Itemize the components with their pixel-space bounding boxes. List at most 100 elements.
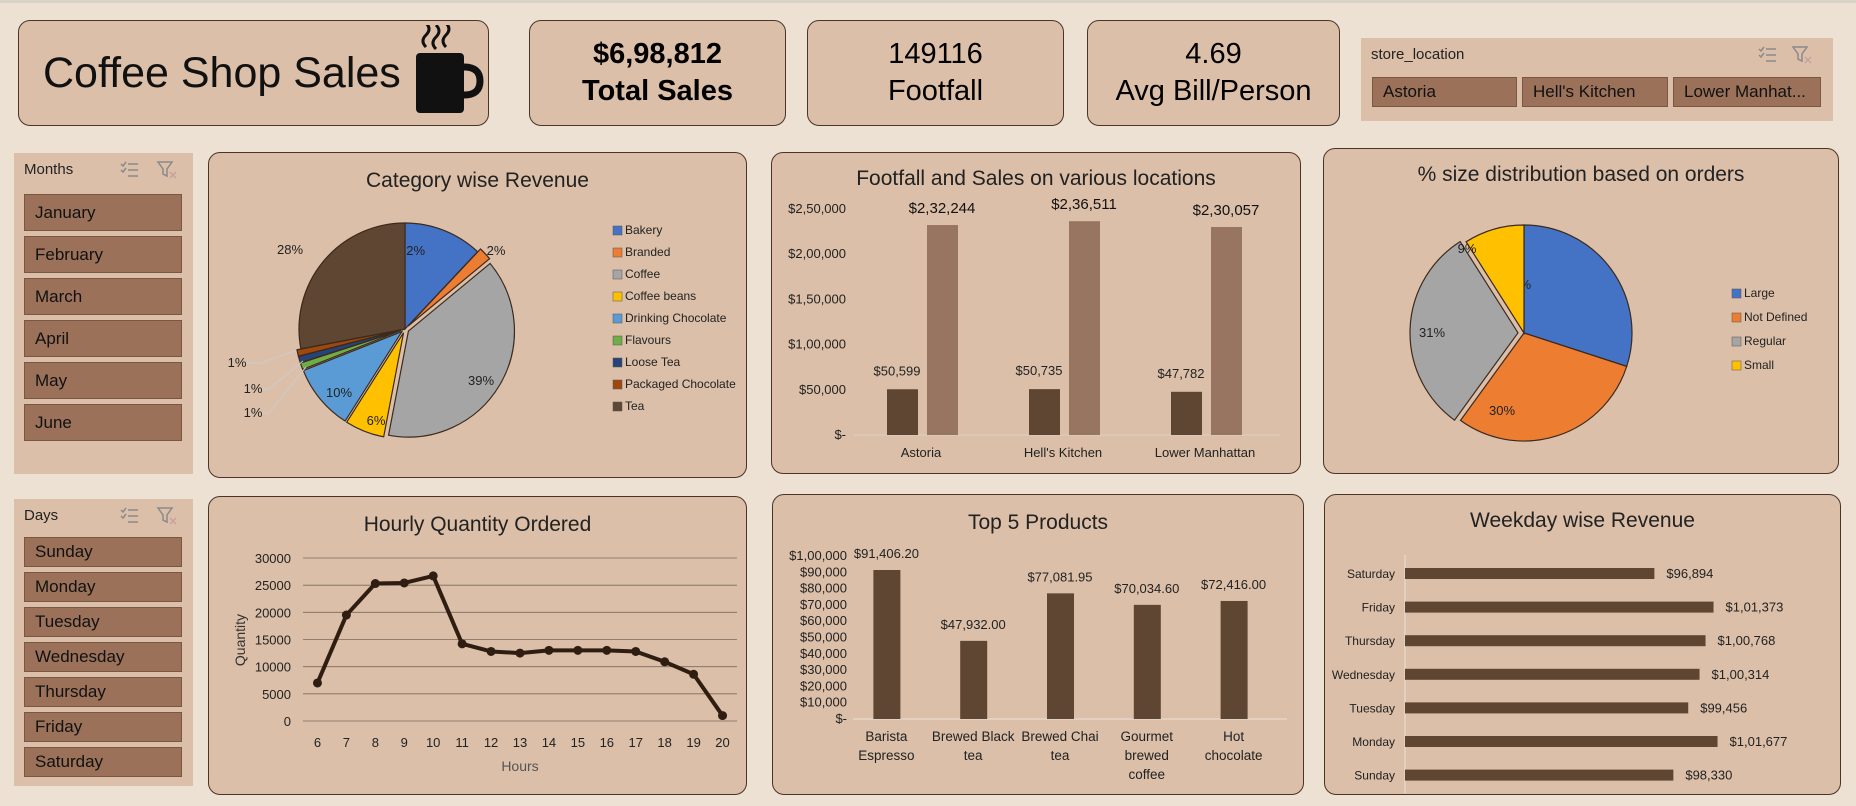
legend-swatch: [612, 357, 623, 368]
legend-swatch: [612, 291, 623, 302]
clear-filter-icon[interactable]: [156, 505, 178, 527]
kpi-label: Avg Bill/Person: [1115, 75, 1312, 107]
location-sales-panel[interactable]: Footfall and Sales on various locations …: [771, 152, 1301, 474]
data-point: [399, 578, 409, 588]
pie-slice: [296, 329, 402, 357]
y-tick-label: $2,50,000: [788, 201, 846, 216]
x-tick-label: 8: [372, 735, 379, 750]
data-point: [544, 645, 554, 655]
data-label: $70,034.60: [1114, 581, 1179, 596]
slicer-item-thursday[interactable]: Thursday: [24, 677, 182, 707]
x-tick-label: tea: [1051, 748, 1070, 763]
legend-swatch: [612, 379, 623, 390]
legend-swatch: [612, 269, 623, 280]
slicer-item-sunday[interactable]: Sunday: [24, 537, 182, 567]
clear-filter-icon[interactable]: [1791, 44, 1813, 66]
slicer-item-friday[interactable]: Friday: [24, 712, 182, 742]
slice-label: 30%: [1489, 403, 1515, 418]
slicer-item-february[interactable]: February: [24, 236, 182, 273]
size-distribution-panel[interactable]: % size distribution based on orders 30% 3…: [1323, 148, 1839, 474]
x-tick-label: Gourmet: [1121, 729, 1174, 744]
pie-slice: [345, 332, 405, 438]
category-revenue-panel[interactable]: Category wise Revenue 12% 2% 39% 6% 10% 1% 1% 1…: [208, 152, 747, 478]
hourly-line-chart: 30000 25000 20000 15000 10000 5000 0 6 7 8 9 10 11 12…: [232, 551, 737, 774]
y-tick-label: 10000: [255, 660, 291, 675]
slicer-title: store_location: [1371, 46, 1465, 63]
weekday-revenue-panel[interactable]: Weekday wise Revenue Saturday $96,894 Frid…: [1324, 494, 1841, 795]
data-point: [660, 657, 670, 667]
bar: [1405, 635, 1706, 647]
legend-label: Coffee: [625, 267, 660, 281]
series-line: [315, 573, 725, 717]
data-label: $47,782: [1158, 366, 1205, 381]
x-tick-label: 19: [686, 735, 700, 750]
y-tick-label: 5000: [262, 687, 291, 702]
legend-label: Regular: [1744, 334, 1786, 348]
data-label: $47,932.00: [941, 617, 1006, 632]
legend-label: Large: [1744, 286, 1775, 300]
pie-slice: [1465, 224, 1525, 336]
multi-select-icon[interactable]: [118, 505, 140, 527]
y-tick-label: $70,000: [800, 597, 847, 612]
chart-title: Weekday wise Revenue: [1470, 509, 1695, 532]
legend-label: Loose Tea: [625, 355, 680, 369]
legend-label: Bakery: [625, 223, 662, 237]
data-label: $50,599: [874, 363, 921, 378]
legend-swatch: [612, 335, 623, 346]
x-tick-label: Hot: [1223, 729, 1244, 744]
legend-swatch: [612, 225, 623, 236]
data-point: [718, 711, 728, 721]
y-tick-label: $40,000: [800, 646, 847, 661]
y-tick-label: $1,00,000: [788, 337, 846, 352]
data-point: [631, 646, 641, 656]
bar: [887, 389, 918, 435]
slicer-item-astoria[interactable]: Astoria: [1372, 77, 1517, 107]
x-tick-label: coffee: [1129, 767, 1166, 782]
y-tick-label: Friday: [1362, 601, 1395, 615]
chart-title: Top 5 Products: [967, 511, 1109, 534]
kpi-value: $6,98,812: [592, 38, 722, 70]
x-tick-label: Brewed Chai: [1021, 729, 1098, 744]
multi-select-icon[interactable]: [118, 159, 140, 181]
bar: [1133, 604, 1161, 719]
slicer-item-saturday[interactable]: Saturday: [24, 747, 182, 777]
data-point: [602, 645, 612, 655]
pie-slice: [407, 248, 491, 327]
bar: [1405, 769, 1674, 781]
slicer-item-april[interactable]: April: [24, 320, 182, 357]
slicer-item-hells-kitchen[interactable]: Hell's Kitchen: [1522, 77, 1668, 107]
category-pie-chart: 12% 2%39%6%10%1%1%1%28%BakeryBrandedCoffe…: [228, 222, 736, 438]
slicer-item-june[interactable]: June: [24, 404, 182, 441]
data-label: $2,32,244: [909, 200, 976, 217]
y-tick-label: $-: [835, 711, 847, 726]
legend-label: Packaged Chocolate: [625, 377, 736, 391]
hourly-quantity-panel[interactable]: Hourly Quantity Ordered 30000 25000 20000 1…: [208, 496, 747, 795]
x-tick-label: 15: [571, 735, 585, 750]
y-tick-label: $50,000: [800, 630, 847, 645]
slicer-item-march[interactable]: March: [24, 278, 182, 315]
leader-line: [261, 360, 304, 390]
slicer-item-january[interactable]: January: [24, 194, 182, 231]
slice-label: 6%: [367, 413, 386, 428]
days-slicer: Days Sunday Monday Tuesday Wednesday Thu…: [14, 499, 193, 786]
slicer-item-may[interactable]: May: [24, 362, 182, 399]
slicer-item-monday[interactable]: Monday: [24, 572, 182, 602]
slice-label: 10%: [326, 385, 352, 400]
clear-filter-icon[interactable]: [156, 159, 178, 181]
kpi-label: Footfall: [887, 75, 984, 107]
kpi-footfall: 149116 Footfall: [807, 20, 1064, 126]
slicer-item-lower-manhattan[interactable]: Lower Manhat...: [1673, 77, 1821, 107]
slicer-item-wednesday[interactable]: Wednesday: [24, 642, 182, 672]
top-products-panel[interactable]: Top 5 Products $1,00,000 $90,000 $80,000 $7…: [772, 494, 1304, 795]
data-point: [689, 669, 699, 679]
slice-label: 2%: [487, 243, 506, 258]
x-tick-label: 6: [314, 735, 321, 750]
x-tick-label: tea: [964, 748, 983, 763]
multi-select-icon[interactable]: [1756, 44, 1778, 66]
slicer-item-tuesday[interactable]: Tuesday: [24, 607, 182, 637]
data-point: [370, 579, 380, 589]
bar: [1405, 702, 1689, 714]
data-point: [486, 646, 496, 656]
pie-slice: [1459, 332, 1628, 442]
